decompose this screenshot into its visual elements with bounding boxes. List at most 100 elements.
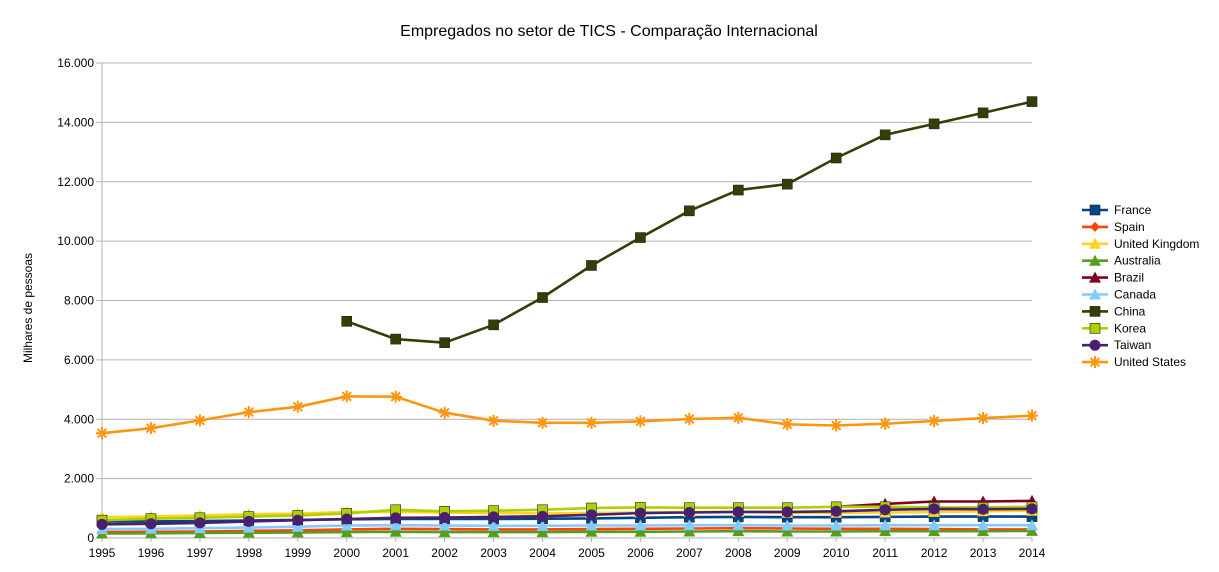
data-point-china bbox=[439, 337, 450, 348]
legend-item-taiwan: Taiwan bbox=[1082, 338, 1151, 352]
x-tick-label: 2006 bbox=[627, 546, 654, 560]
data-point-china bbox=[928, 118, 940, 130]
y-tick-label: 14.000 bbox=[57, 115, 94, 129]
series-china bbox=[341, 96, 1038, 348]
x-tick-label: 2002 bbox=[431, 546, 458, 560]
legend-label: France bbox=[1114, 203, 1152, 217]
data-point-canada bbox=[781, 519, 794, 531]
data-point-canada bbox=[634, 519, 647, 531]
data-point-united-states bbox=[634, 415, 647, 428]
legend-item-spain: Spain bbox=[1082, 220, 1145, 234]
data-point-china bbox=[684, 205, 695, 217]
gridlines bbox=[102, 62, 1032, 539]
data-point-canada bbox=[977, 519, 990, 531]
data-point-united-states bbox=[340, 390, 353, 403]
x-tick-label: 2000 bbox=[333, 546, 360, 560]
data-point-canada bbox=[879, 519, 892, 531]
legend-label: Taiwan bbox=[1114, 338, 1151, 352]
data-point-taiwan bbox=[439, 512, 451, 524]
data-point-taiwan bbox=[243, 515, 255, 527]
data-point-australia bbox=[536, 526, 549, 538]
legend-marker bbox=[1089, 254, 1101, 266]
series-line-united-states bbox=[101, 395, 1033, 435]
legend-item-canada: Canada bbox=[1082, 288, 1156, 302]
y-tick-label: 4.000 bbox=[64, 412, 94, 426]
data-point-australia bbox=[879, 525, 892, 537]
legend-label: United States bbox=[1114, 355, 1186, 369]
legend-label: Brazil bbox=[1114, 271, 1144, 285]
x-tick-label: 1995 bbox=[89, 546, 116, 560]
series-line-taiwan bbox=[101, 507, 1033, 526]
data-point-australia bbox=[781, 525, 794, 537]
x-tick-label: 2014 bbox=[1019, 546, 1046, 560]
data-point-canada bbox=[536, 519, 549, 531]
data-point-united-states bbox=[242, 406, 255, 419]
data-point-taiwan bbox=[537, 510, 549, 522]
data-point-taiwan bbox=[732, 506, 744, 518]
data-point-australia bbox=[438, 526, 451, 538]
x-tick-label: 2005 bbox=[578, 546, 605, 560]
data-point-taiwan bbox=[585, 509, 597, 521]
data-point-australia bbox=[291, 526, 304, 538]
data-point-united-states bbox=[389, 390, 402, 403]
data-point-china bbox=[977, 107, 989, 119]
data-point-taiwan bbox=[634, 507, 646, 519]
series-taiwan bbox=[96, 503, 1038, 530]
data-point-canada bbox=[732, 519, 745, 531]
series-line-spain bbox=[101, 526, 1032, 534]
legend-label: China bbox=[1114, 304, 1146, 318]
data-point-australia bbox=[389, 525, 402, 537]
y-tick-label: 16.000 bbox=[57, 56, 94, 70]
legend-marker bbox=[1089, 322, 1101, 334]
data-point-taiwan bbox=[683, 506, 695, 518]
data-point-australia bbox=[830, 525, 843, 537]
legend-item-united-kingdom: United Kingdom bbox=[1082, 237, 1199, 251]
legend-label: Canada bbox=[1114, 288, 1156, 302]
y-tick-label: 2.000 bbox=[64, 472, 94, 486]
x-tick-label: 1996 bbox=[138, 546, 165, 560]
data-point-taiwan bbox=[145, 518, 157, 530]
series-line-canada bbox=[101, 523, 1032, 531]
data-point-australia bbox=[634, 525, 647, 537]
chart-title: Empregados no setor de TICS - Comparação… bbox=[400, 23, 818, 40]
data-point-canada bbox=[585, 519, 598, 531]
data-point-taiwan bbox=[194, 517, 206, 529]
legend-marker bbox=[1089, 237, 1101, 249]
legend-label: Korea bbox=[1114, 321, 1146, 335]
legend-item-korea: Korea bbox=[1082, 321, 1146, 335]
data-point-china bbox=[390, 333, 401, 345]
data-point-china bbox=[879, 129, 891, 141]
legend-item-france: France bbox=[1082, 203, 1152, 217]
data-point-canada bbox=[340, 519, 353, 531]
x-tick-label: 2003 bbox=[480, 546, 507, 560]
legend-item-united-states: United States bbox=[1082, 355, 1186, 369]
data-point-taiwan bbox=[928, 503, 940, 515]
legend-marker bbox=[1089, 339, 1101, 351]
data-point-taiwan bbox=[390, 512, 402, 524]
data-point-taiwan bbox=[830, 505, 842, 517]
series-line-australia bbox=[101, 529, 1033, 535]
data-point-australia bbox=[977, 525, 990, 537]
data-point-united-states bbox=[144, 422, 157, 435]
data-point-united-states bbox=[193, 414, 206, 427]
y-tick-label: 8.000 bbox=[64, 294, 94, 308]
legend: France Spain United Kingdom Australia Brazil… bbox=[1082, 203, 1199, 369]
data-point-taiwan bbox=[341, 513, 353, 525]
data-point-united-states bbox=[683, 412, 696, 425]
y-tick-label: 10.000 bbox=[57, 234, 94, 248]
y-axis-title: Milhares de pessoas bbox=[21, 253, 35, 363]
data-point-china bbox=[781, 178, 793, 190]
data-point-united-states bbox=[536, 416, 549, 429]
x-tick-label: 2007 bbox=[676, 546, 703, 560]
data-point-united-states bbox=[879, 417, 892, 430]
data-point-canada bbox=[438, 519, 451, 531]
legend-label: Spain bbox=[1114, 220, 1145, 234]
data-point-united-states bbox=[830, 419, 843, 432]
legend-marker bbox=[1090, 221, 1100, 232]
legend-marker bbox=[1089, 306, 1101, 317]
data-point-australia bbox=[732, 525, 745, 537]
x-tick-label: 1997 bbox=[187, 546, 214, 560]
series-layer bbox=[96, 96, 1038, 539]
